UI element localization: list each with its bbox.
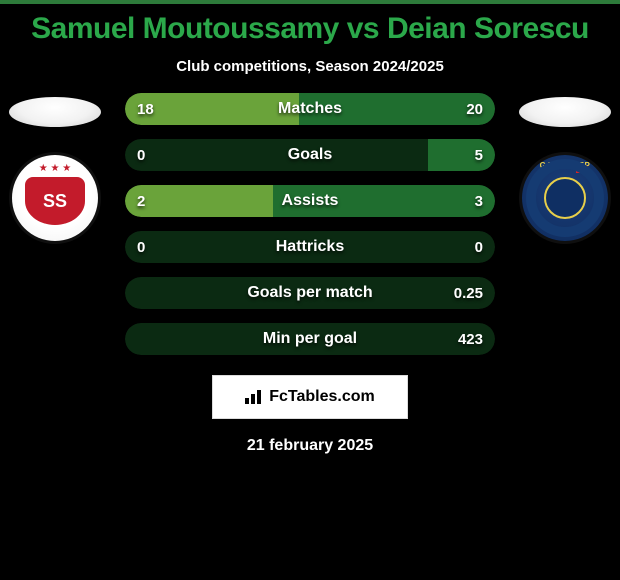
brand-text: FcTables.com [269,388,375,406]
stat-bars: 1820Matches 05Goals 23Assists 00Hattricks 0.… [125,93,495,355]
stat-row: 05Goals [125,139,495,171]
player-left-name: Samuel Moutoussamy [31,12,339,45]
stat-row: 23Assists [125,185,495,217]
stat-row: 00Hattricks [125,231,495,263]
stat-label: Assists [125,185,495,217]
club-badge-right: GAZİANTEP [522,155,608,241]
right-column: GAZİANTEP [510,93,620,241]
stars-icon: ★ ★ ★ [12,163,98,174]
stat-label: Goals [125,139,495,171]
page-title: Samuel Moutoussamy vs Deian Sorescu [0,0,620,46]
stat-label: Min per goal [125,323,495,355]
badge-center [544,177,586,219]
badge-ring [526,159,604,237]
stat-row: 1820Matches [125,93,495,125]
stat-label: Goals per match [125,277,495,309]
comparison-arena: ★ ★ ★ 1967 SS GAZİANTEP 1820Matches 05Goa… [0,93,620,355]
subtitle: Club competitions, Season 2024/2025 [0,58,620,75]
brand-box: FcTables.com [210,373,410,421]
bars-icon [245,390,263,404]
player-left-avatar [9,97,101,127]
club-badge-left: ★ ★ ★ 1967 SS [12,155,98,241]
stat-row: 0.25Goals per match [125,277,495,309]
stat-label: Matches [125,93,495,125]
left-column: ★ ★ ★ 1967 SS [0,93,110,241]
top-accent [0,0,620,4]
club-left-initials: SS [25,177,85,225]
vs-text: vs [347,12,379,45]
player-right-avatar [519,97,611,127]
stat-row: 423Min per goal [125,323,495,355]
player-right-name: Deian Sorescu [387,12,589,45]
stat-label: Hattricks [125,231,495,263]
date-text: 21 february 2025 [0,437,620,455]
